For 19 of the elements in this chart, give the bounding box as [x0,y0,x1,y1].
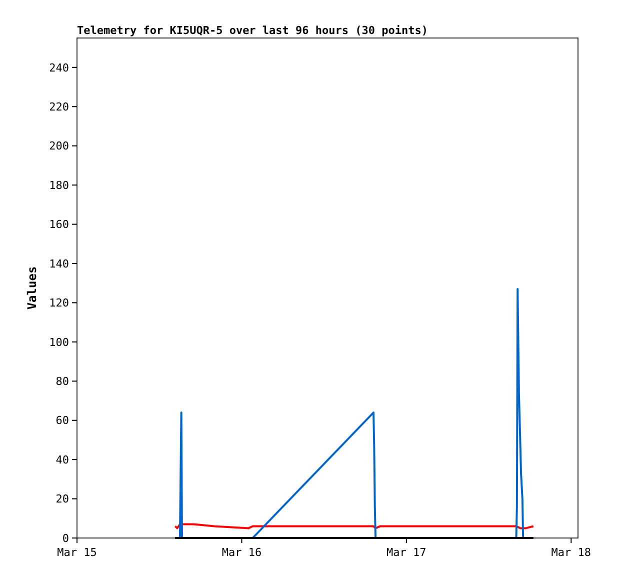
x-tick-label: Mar 18 [551,546,592,559]
chart-title: Telemetry for KI5UQR-5 over last 96 hours (30 points) [77,24,428,37]
y-tick-label: 0 [62,532,69,545]
y-tick-label: 60 [56,414,69,428]
y-tick-label: 20 [56,492,69,506]
x-tick-label: Mar 17 [386,546,426,559]
y-axis-title: Values [25,266,39,310]
y-tick-label: 120 [49,296,69,310]
y-tick-label: 100 [49,336,69,349]
y-tick-label: 200 [49,140,69,153]
y-tick-label: 240 [49,61,69,74]
y-tick-label: 80 [56,374,69,388]
y-tick-label: 40 [56,453,69,466]
y-tick-label: 220 [49,100,69,114]
y-tick-label: 160 [49,218,69,232]
x-tick-label: Mar 16 [222,546,262,559]
x-tick-label: Mar 15 [57,546,97,559]
y-tick-label: 180 [49,178,69,192]
y-tick-label: 140 [49,257,69,270]
